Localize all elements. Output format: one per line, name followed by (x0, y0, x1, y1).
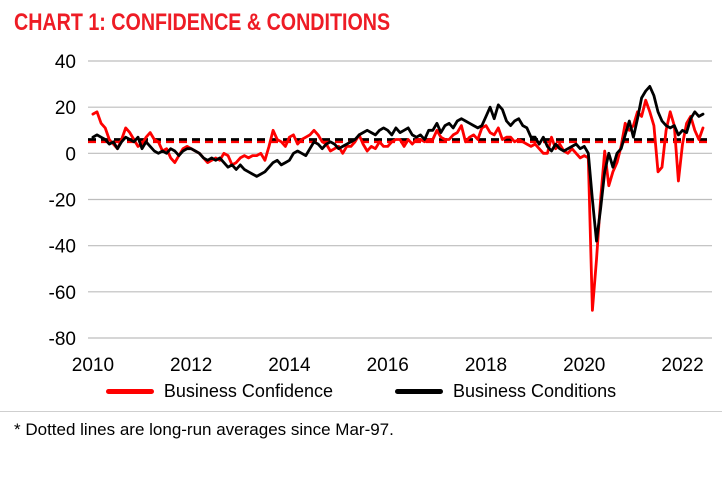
legend-swatch-conditions (395, 389, 443, 394)
y-tick-label: -40 (49, 237, 76, 258)
legend-item-business-confidence: Business Confidence (105, 381, 333, 402)
x-tick-label: 2010 (72, 355, 114, 376)
x-tick-label: 2014 (268, 355, 311, 376)
x-tick-label: 2016 (367, 355, 409, 376)
y-tick-label: -60 (49, 283, 76, 304)
x-tick-label: 2018 (465, 355, 507, 376)
x-tick-label: 2020 (563, 355, 605, 376)
chart-title: CHART 1: CONFIDENCE & CONDITIONS (14, 9, 391, 36)
legend: Business Confidence Business Conditions (0, 381, 722, 402)
chart-page: CHART 1: CONFIDENCE & CONDITIONS 40 20 0 -2… (0, 9, 722, 483)
x-tick-label: 2022 (661, 355, 703, 376)
x-tick-label: 2012 (170, 355, 212, 376)
footnote: * Dotted lines are long-run averages sin… (0, 411, 722, 440)
legend-item-business-conditions: Business Conditions (395, 381, 616, 402)
legend-label-confidence: Business Confidence (163, 381, 333, 401)
legend-label-conditions: Business Conditions (453, 381, 617, 401)
legend-swatch-confidence (105, 389, 154, 394)
y-tick-label: -80 (49, 329, 76, 350)
y-tick-label: 20 (55, 98, 76, 119)
series-line-business-conditions (91, 85, 705, 243)
y-tick-label: 0 (65, 144, 76, 165)
y-tick-label: -20 (49, 191, 76, 212)
chart-canvas: 40 20 0 -20 -40 -60 -80 2010 2012 2014 2016 2018 202… (49, 52, 712, 376)
y-tick-label: 40 (55, 52, 76, 73)
